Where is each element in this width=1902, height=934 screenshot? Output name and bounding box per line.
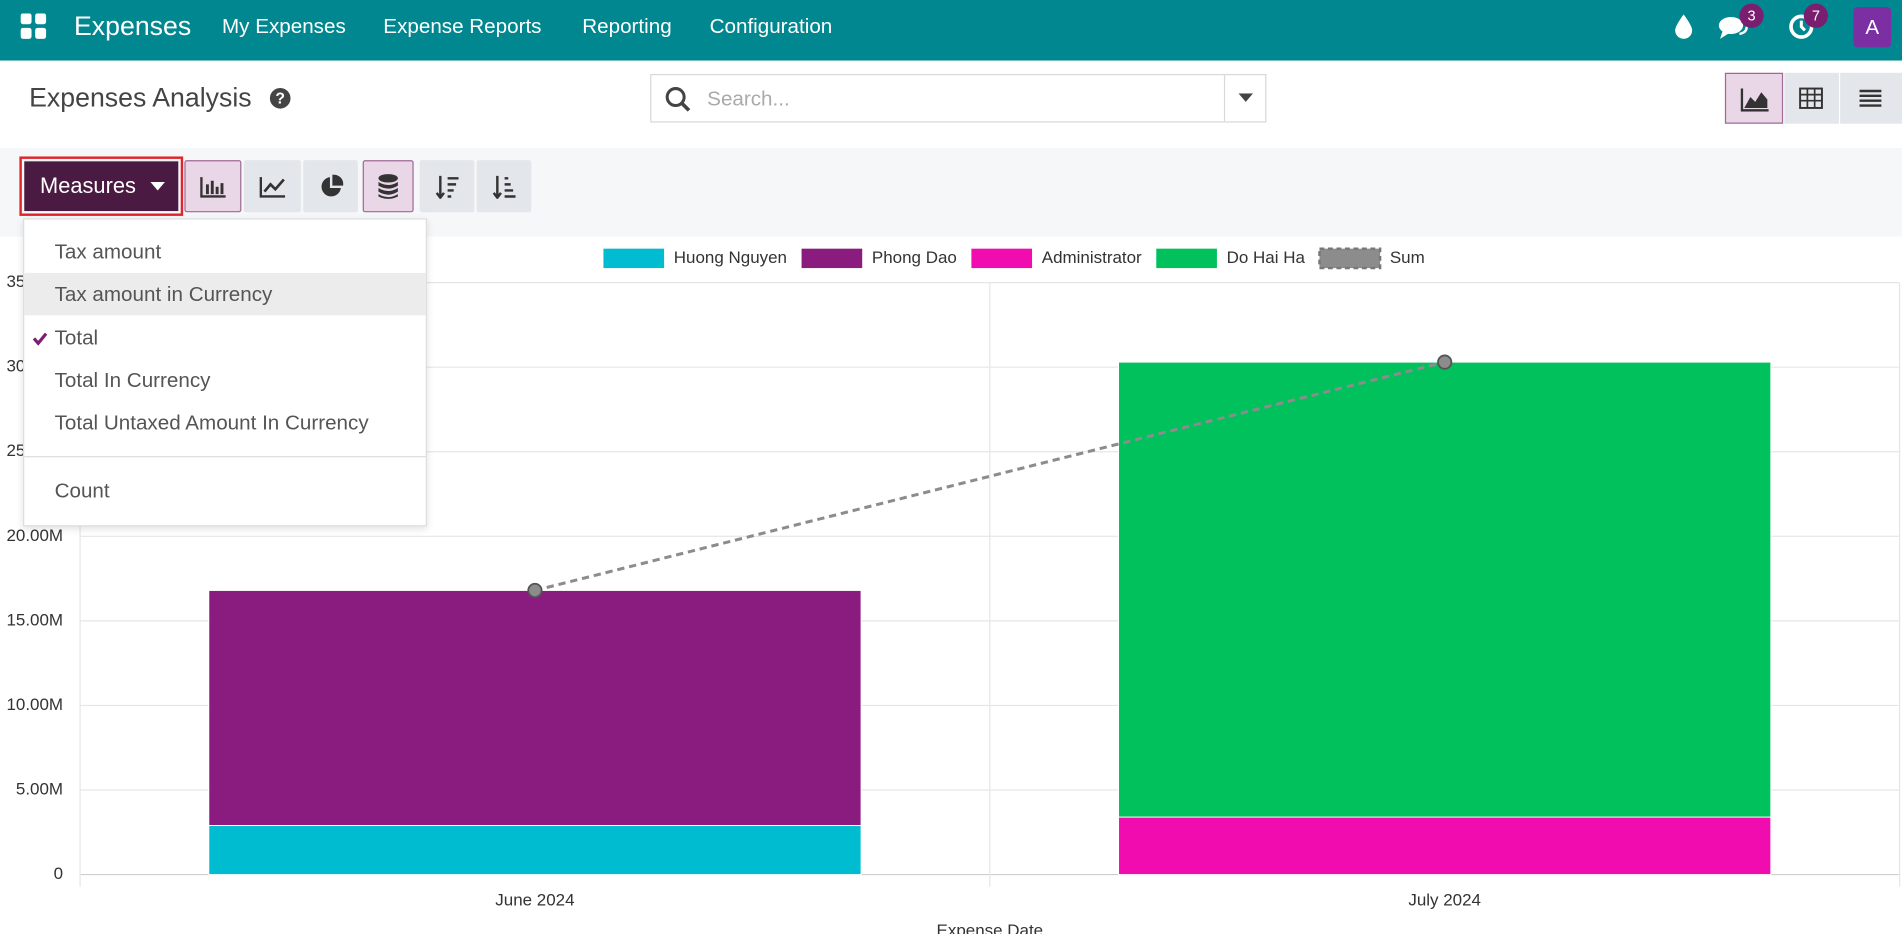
apps-icon[interactable] xyxy=(20,13,48,40)
pie-chart-button[interactable] xyxy=(303,160,358,213)
avatar[interactable]: A xyxy=(1853,7,1892,48)
menu-item[interactable]: My Expenses xyxy=(221,14,346,38)
sum-point xyxy=(527,582,543,599)
legend-label: Huong Nguyen xyxy=(674,248,787,267)
legend-label: Phong Dao xyxy=(872,248,957,267)
search-box[interactable]: Search... xyxy=(650,73,1267,123)
list-view-button[interactable] xyxy=(1840,72,1902,124)
x-axis-label: Expense Date xyxy=(937,921,1044,934)
graph-view-icon xyxy=(1740,88,1769,112)
x-tick-label: June 2024 xyxy=(495,891,574,910)
legend-swatch xyxy=(801,248,863,269)
menu-item[interactable]: Expense Reports xyxy=(383,14,542,38)
legend-swatch xyxy=(971,248,1033,269)
legend-swatch xyxy=(603,248,665,269)
line-chart-button[interactable] xyxy=(243,160,301,213)
menu-item[interactable]: Reporting xyxy=(582,14,672,38)
bar-segment xyxy=(1118,816,1772,876)
bar-segment xyxy=(208,825,862,876)
legend-label: Administrator xyxy=(1042,248,1142,267)
navbar: Expenses My Expenses Expense Reports Rep… xyxy=(0,0,1902,61)
sum-line xyxy=(534,360,1446,592)
bar-segment xyxy=(1118,361,1772,818)
measures-dropdown: Count Tax amount Tax amount in Currency To… xyxy=(23,218,427,527)
search-icon xyxy=(665,87,691,112)
caret xyxy=(150,181,165,191)
search-placeholder: Search... xyxy=(707,87,790,111)
separator xyxy=(24,456,426,458)
measures-highlight: Measures xyxy=(19,156,184,216)
legend-swatch xyxy=(1318,247,1382,270)
menu-item[interactable]: Configuration xyxy=(709,14,833,38)
debug-icon[interactable] xyxy=(1674,13,1693,40)
sort-asc-button[interactable] xyxy=(476,160,532,213)
measures-button[interactable]: Measures xyxy=(24,161,179,212)
pivot-view-button[interactable] xyxy=(1784,72,1839,124)
search-toggle[interactable] xyxy=(1238,93,1254,103)
activities-badge: 7 xyxy=(1803,3,1829,28)
y-tick-label: 0 xyxy=(54,864,63,883)
measure-item[interactable]: Total In Currency xyxy=(54,368,211,392)
y-tick-label: 5.00M xyxy=(16,780,63,799)
stacked-button[interactable] xyxy=(362,160,414,213)
measure-item[interactable]: Count xyxy=(54,479,110,503)
measure-item[interactable]: Total Untaxed Amount In Currency xyxy=(54,411,369,435)
legend-swatch xyxy=(1156,248,1217,269)
measure-item[interactable]: Total xyxy=(24,316,426,358)
check-mark xyxy=(32,332,48,346)
chat-icon[interactable] xyxy=(1718,15,1750,42)
messages-badge: 3 xyxy=(1739,3,1764,28)
measure-item[interactable]: Tax amount xyxy=(54,240,162,264)
divider xyxy=(1223,75,1226,122)
pivot-view-icon xyxy=(1799,87,1823,109)
y-tick-label: 10.00M xyxy=(6,695,63,714)
bar-segment xyxy=(208,589,862,827)
graph-view-button[interactable] xyxy=(1724,72,1784,124)
page-title: Expenses Analysis xyxy=(29,82,252,113)
brand[interactable]: Expenses xyxy=(73,10,192,42)
help-icon[interactable]: ? xyxy=(269,87,291,109)
legend-label: Do Hai Ha xyxy=(1227,248,1306,267)
y-tick-label: 15.00M xyxy=(6,610,63,629)
y-tick-label: 20.00M xyxy=(6,526,63,545)
list-view-icon xyxy=(1859,89,1882,107)
svg-text:?: ? xyxy=(275,91,285,108)
measure-item[interactable]: Tax amount in Currency xyxy=(24,273,426,316)
sum-point xyxy=(1437,354,1453,370)
sort-desc-button[interactable] xyxy=(419,160,475,213)
x-tick-label: July 2024 xyxy=(1408,891,1481,910)
control-panel: Expenses Analysis ? Search... xyxy=(0,60,1902,150)
legend-label: Sum xyxy=(1390,248,1425,267)
bar-chart-button[interactable] xyxy=(184,160,242,213)
chart: 05.00M10.00M15.00M20.00M25.00M30.00M35.0… xyxy=(6,247,1901,934)
measures-label: Measures xyxy=(40,173,136,198)
